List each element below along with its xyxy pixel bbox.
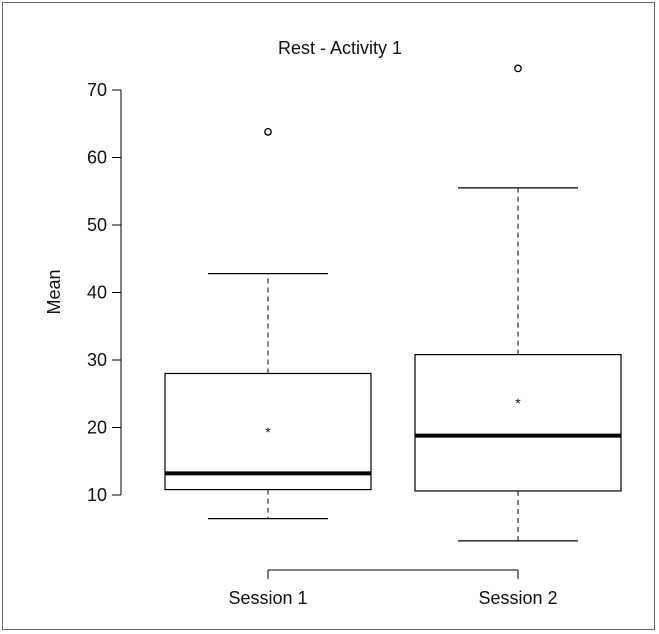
x-axis: Session 1 Session 2 [228, 569, 558, 608]
y-axis-label: Mean [44, 269, 64, 314]
y-tick-label: 50 [87, 215, 107, 235]
y-tick-label: 20 [87, 418, 107, 438]
y-tick-label: 40 [87, 283, 107, 303]
mean-marker: * [515, 395, 521, 411]
x-tick-label: Session 2 [478, 588, 557, 608]
y-tick-label: 70 [87, 80, 107, 100]
box-1: * [164, 128, 372, 520]
mean-marker: * [265, 424, 271, 440]
y-axis: 10 20 30 40 50 60 70 [87, 80, 122, 505]
x-tick-label: Session 1 [228, 588, 307, 608]
chart-title: Rest - Activity 1 [278, 38, 402, 58]
y-tick-label: 30 [87, 350, 107, 370]
y-tick-label: 10 [87, 485, 107, 505]
outlier-point [514, 64, 522, 73]
outlier-point [264, 128, 272, 136]
iqr-box [414, 354, 622, 492]
y-tick-label: 60 [87, 148, 107, 168]
box-2: * [414, 64, 622, 542]
iqr-box [164, 372, 372, 491]
box-series: ** [164, 64, 622, 542]
